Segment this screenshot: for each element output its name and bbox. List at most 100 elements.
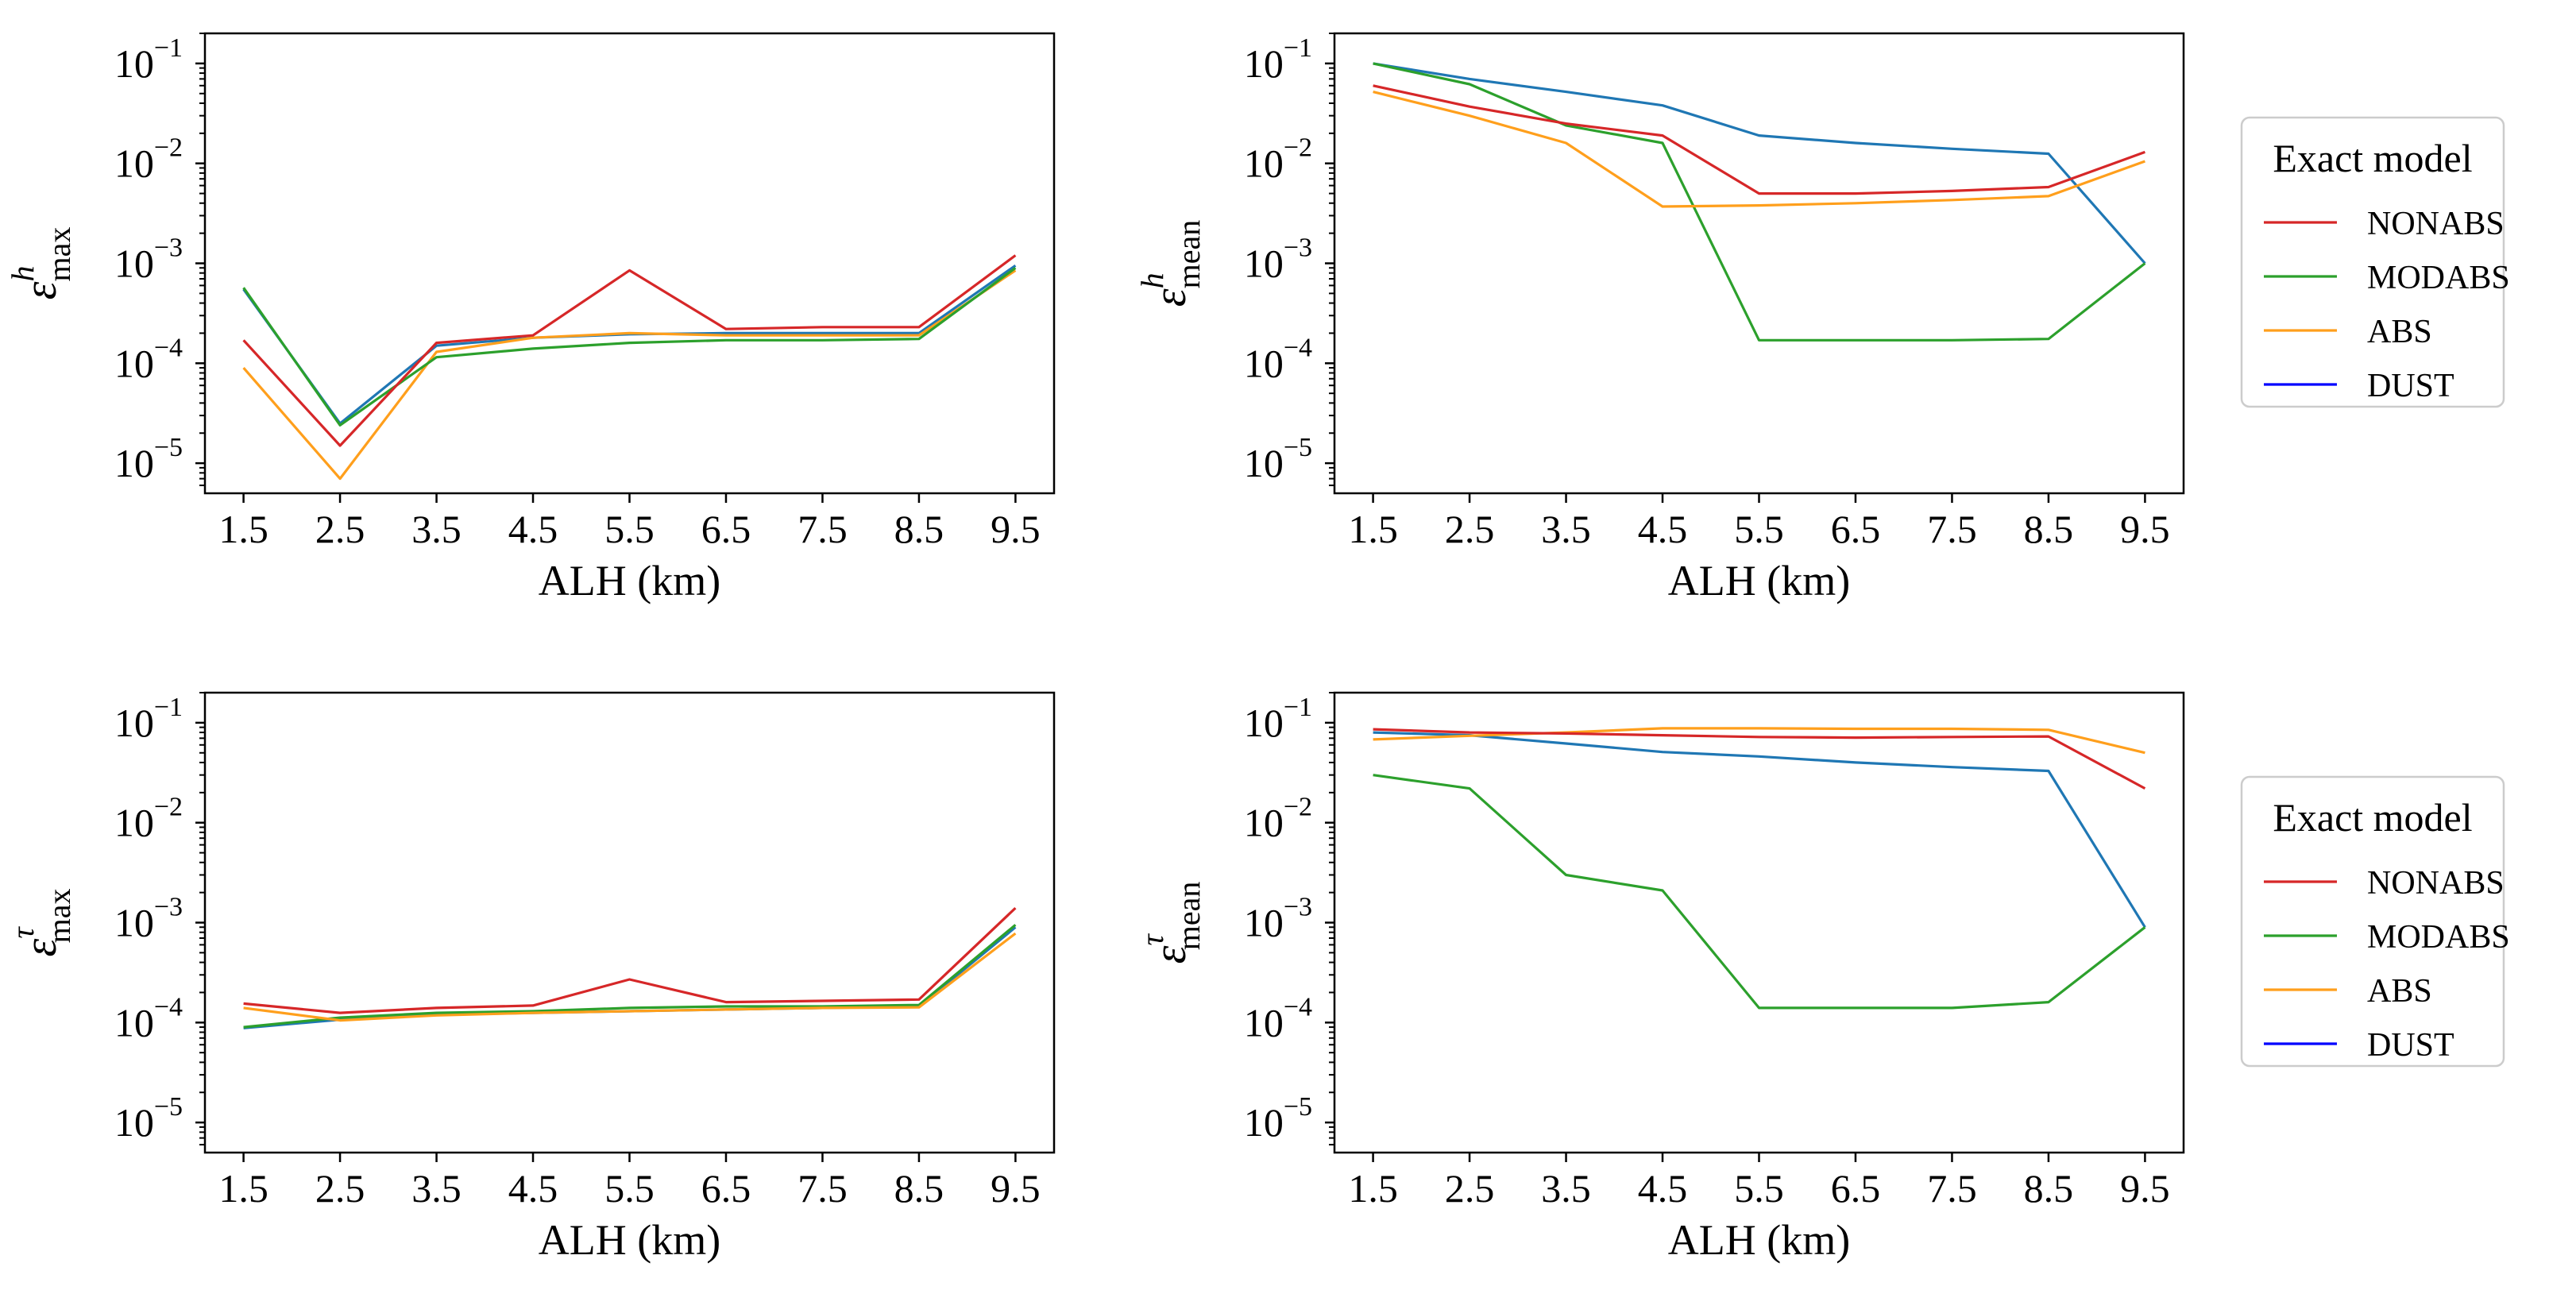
legend-label-nonabs: NONABS xyxy=(2367,865,2505,902)
x-tick-label: 6.5 xyxy=(701,1166,751,1211)
series-line-abs xyxy=(243,932,1017,1022)
x-tick-label: 7.5 xyxy=(1927,1166,1977,1211)
legend-label-dust: DUST xyxy=(2367,368,2454,404)
x-tick-label: 1.5 xyxy=(218,1166,268,1211)
x-tick-label: 9.5 xyxy=(2120,507,2170,551)
series-line-abs xyxy=(1373,727,2145,755)
x-tick-label: 7.5 xyxy=(798,507,848,551)
legend-label-abs: ABS xyxy=(2367,314,2432,350)
axes-frame xyxy=(1333,32,2185,495)
legend-box xyxy=(2240,775,2505,1068)
y-tick-label: 10−5 xyxy=(1244,1092,1312,1145)
x-tick-label: 6.5 xyxy=(1831,507,1881,551)
x-tick-label: 4.5 xyxy=(1638,507,1688,551)
x-tick-label: 5.5 xyxy=(604,507,655,551)
panel-bottom-left: 1.5 2.5 3.5 4.5 5.5 6.5 7.5 8.5 9.5 10−5 10−4 10−3 1… xyxy=(5,691,1056,1264)
y-tick-label: 10−3 xyxy=(1244,234,1312,286)
x-tick-label: 8.5 xyxy=(894,1166,944,1211)
x-tick-label: 4.5 xyxy=(508,507,558,551)
series-line-modabs xyxy=(1373,62,2146,342)
series-line-abs xyxy=(242,269,1017,481)
x-axis-title: ALH (km) xyxy=(1668,557,1850,604)
panel-bottom-right: 1.5 2.5 3.5 4.5 5.5 6.5 7.5 8.5 9.5 10−5 10−4 10−3 1… xyxy=(1134,691,2185,1264)
series-line-modabs xyxy=(243,924,1017,1029)
y-tick-label: 10−5 xyxy=(114,1092,183,1145)
x-tick-label: 2.5 xyxy=(315,507,365,551)
x-tick-label: 2.5 xyxy=(1445,507,1495,551)
y-tick-label: 10−2 xyxy=(1244,133,1312,186)
y-tick-label: 10−3 xyxy=(114,234,183,286)
legend-label-nonabs: NONABS xyxy=(2367,206,2505,242)
y-tick-label: 10−5 xyxy=(114,433,183,485)
x-tick-label: 5.5 xyxy=(604,1166,655,1211)
y-tick-label: 10−1 xyxy=(1244,693,1312,745)
x-tick-label: 9.5 xyxy=(991,507,1041,551)
legend: Exact model NONABS MODABS ABS DUST xyxy=(2240,775,2510,1068)
x-tick-label: 1.5 xyxy=(1348,1166,1398,1211)
panel-top-right: 1.5 2.5 3.5 4.5 5.5 6.5 7.5 8.5 9.5 10−5 10−4 10−3 1… xyxy=(1134,32,2185,604)
legend: Exact model NONABS MODABS ABS DUST xyxy=(2240,116,2510,408)
series-line-modabs xyxy=(242,267,1017,427)
x-axis-title: ALH (km) xyxy=(539,557,720,604)
x-tick-label: 3.5 xyxy=(411,1166,462,1211)
y-axis-title: εhmean xyxy=(1134,220,1207,307)
x-tick-label: 5.5 xyxy=(1734,507,1784,551)
series-line-abs xyxy=(1373,91,2145,208)
x-tick-label: 5.5 xyxy=(1734,1166,1784,1211)
panel-top-left: 1.5 2.5 3.5 4.5 5.5 6.5 7.5 8.5 9.5 10−5 10−4 10−3 1… xyxy=(5,32,1056,604)
legend-title: Exact model xyxy=(2273,795,2472,840)
y-tick-label: 10−3 xyxy=(114,893,183,945)
x-tick-label: 8.5 xyxy=(2024,1166,2074,1211)
x-tick-label: 2.5 xyxy=(315,1166,365,1211)
x-tick-label: 4.5 xyxy=(508,1166,558,1211)
series-line-nonabs xyxy=(1373,728,2146,790)
x-tick-label: 9.5 xyxy=(2120,1166,2170,1211)
series-line-nonabs xyxy=(1373,84,2145,195)
x-tick-label: 4.5 xyxy=(1638,1166,1688,1211)
y-tick-label: 10−1 xyxy=(114,693,183,745)
y-axis-title: εhmax xyxy=(5,227,77,300)
y-axis-title: ετmean xyxy=(1134,882,1207,964)
series-line-dust xyxy=(242,264,1017,425)
series-line-dust xyxy=(1373,62,2146,265)
legend-label-modabs: MODABS xyxy=(2367,919,2510,956)
x-tick-label: 9.5 xyxy=(991,1166,1041,1211)
y-tick-label: 10−1 xyxy=(114,33,183,86)
x-axis-title: ALH (km) xyxy=(1668,1216,1850,1264)
y-axis-title: ετmax xyxy=(5,888,77,956)
x-tick-label: 7.5 xyxy=(798,1166,848,1211)
legend-label-abs: ABS xyxy=(2367,973,2432,1010)
x-tick-label: 3.5 xyxy=(1541,1166,1591,1211)
x-tick-label: 8.5 xyxy=(894,507,944,551)
y-tick-label: 10−1 xyxy=(1244,33,1312,86)
y-tick-label: 10−2 xyxy=(114,793,183,845)
y-tick-label: 10−4 xyxy=(1244,992,1312,1045)
axes-frame xyxy=(203,32,1056,495)
x-tick-label: 8.5 xyxy=(2024,507,2074,551)
y-tick-label: 10−4 xyxy=(114,333,183,385)
y-tick-label: 10−4 xyxy=(1244,333,1312,385)
x-tick-label: 3.5 xyxy=(411,507,462,551)
legend-title: Exact model xyxy=(2273,136,2472,180)
y-tick-label: 10−5 xyxy=(1244,433,1312,485)
axes-frame xyxy=(1333,691,2185,1154)
y-tick-label: 10−3 xyxy=(1244,893,1312,945)
x-tick-label: 2.5 xyxy=(1445,1166,1495,1211)
x-tick-label: 6.5 xyxy=(1831,1166,1881,1211)
y-tick-label: 10−4 xyxy=(114,992,183,1045)
series-line-modabs xyxy=(1373,774,2146,1010)
x-tick-label: 3.5 xyxy=(1541,507,1591,551)
y-tick-label: 10−2 xyxy=(1244,793,1312,845)
x-tick-label: 1.5 xyxy=(1348,507,1398,551)
legend-label-modabs: MODABS xyxy=(2367,260,2510,296)
x-axis-title: ALH (km) xyxy=(539,1216,720,1264)
legend-label-dust: DUST xyxy=(2367,1027,2454,1064)
series-line-nonabs xyxy=(243,906,1017,1014)
y-tick-label: 10−2 xyxy=(114,133,183,186)
series-line-nonabs xyxy=(242,254,1017,447)
x-tick-label: 6.5 xyxy=(701,507,751,551)
series-line-dust xyxy=(1373,731,2146,929)
legend-box xyxy=(2240,116,2505,408)
x-tick-label: 1.5 xyxy=(218,507,268,551)
